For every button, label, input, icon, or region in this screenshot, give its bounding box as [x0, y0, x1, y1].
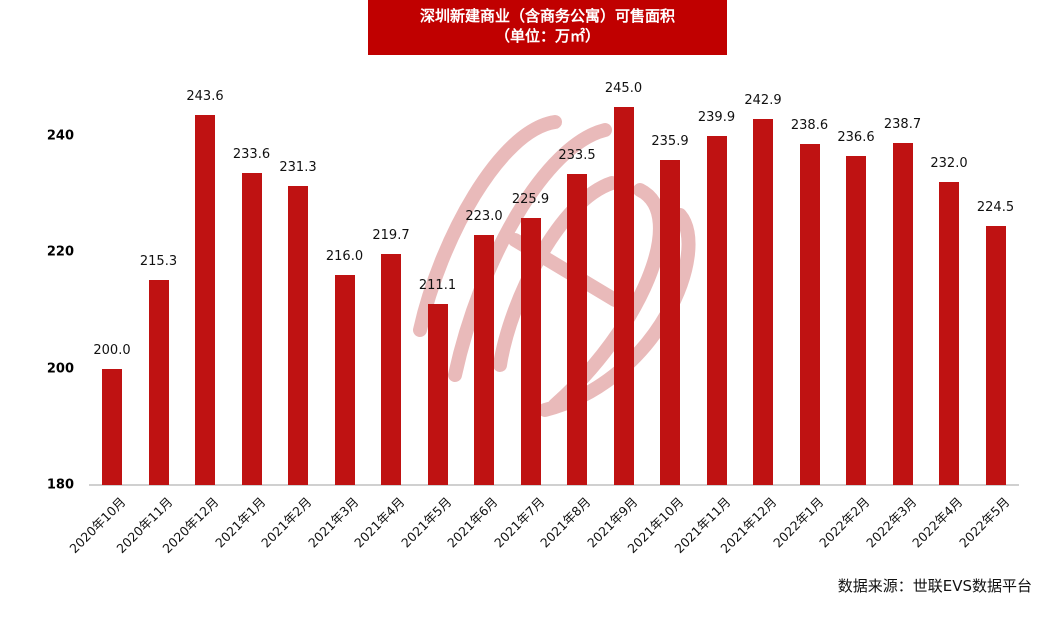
bar [381, 253, 401, 485]
bar [985, 226, 1006, 485]
bar [753, 118, 773, 485]
bar-value-label: 223.0 [465, 208, 503, 224]
y-tick-label: 240 [46, 128, 74, 144]
y-tick-label: 180 [46, 477, 74, 493]
bar [241, 173, 262, 485]
bar [102, 368, 122, 485]
bar [567, 173, 587, 485]
chart-title-line2: （单位：万㎡） [494, 27, 600, 45]
bar [613, 106, 634, 485]
bar-value-label: 243.6 [186, 88, 224, 104]
bar-value-label: 245.0 [604, 80, 643, 96]
bar-value-label: 238.6 [790, 117, 829, 133]
bar-value-label: 215.3 [139, 253, 178, 269]
y-tick-label: 220 [46, 244, 74, 260]
y-tick-label: 200 [46, 361, 74, 377]
bar-value-label: 200.0 [93, 342, 131, 358]
bar-value-label: 232.0 [930, 156, 968, 172]
bar-value-label: 233.6 [232, 147, 271, 163]
bar-value-label: 236.6 [837, 129, 875, 145]
bar [706, 136, 727, 485]
bar-value-label: 216.0 [325, 249, 364, 265]
chart-title: 深圳新建商业（含商务公寓）可售面积 （单位：万㎡） [368, 0, 727, 55]
x-axis-line [89, 484, 1019, 486]
bar [334, 275, 355, 485]
bar [427, 303, 448, 485]
bar-value-label: 225.9 [511, 191, 550, 207]
bar [799, 143, 820, 485]
bar-value-label: 231.3 [279, 160, 317, 176]
bar [892, 143, 913, 485]
bar-value-label: 224.5 [976, 200, 1015, 215]
chart-title-line1: 深圳新建商业（含商务公寓）可售面积 [419, 7, 675, 25]
bar-value-label: 211.1 [418, 277, 457, 293]
bar [939, 182, 959, 485]
bar [474, 234, 494, 485]
bar [846, 155, 866, 485]
bar-value-label: 238.7 [883, 117, 922, 133]
bar-value-label: 235.9 [651, 133, 689, 149]
bar-value-label: 242.9 [744, 92, 782, 108]
bar-value-label: 219.7 [372, 227, 410, 243]
bar-value-label: 233.5 [558, 147, 596, 163]
bar [288, 186, 308, 485]
bar [195, 114, 215, 485]
data-source-note: 数据来源：世联EVS数据平台 [837, 577, 1032, 595]
bar-value-label: 239.9 [697, 110, 736, 126]
bar [520, 217, 541, 485]
bar [148, 279, 169, 485]
bar [660, 159, 680, 485]
